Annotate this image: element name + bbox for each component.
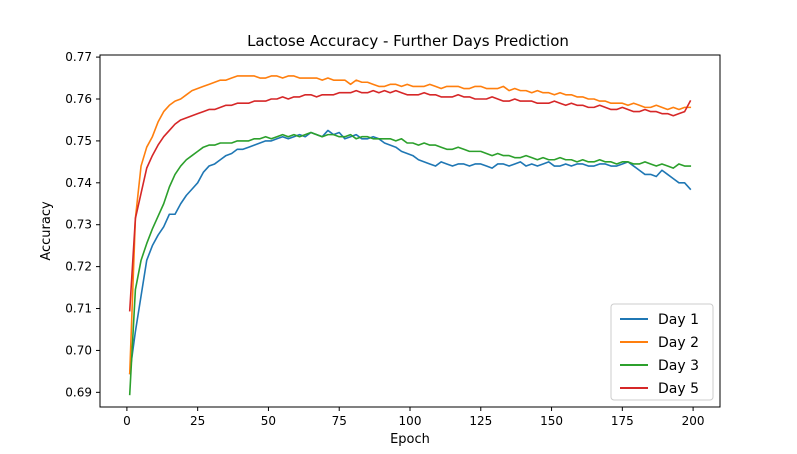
x-axis: 0 25 50 75 100 125 150 175 200 [123,407,705,428]
plot-area [128,75,692,396]
y-axis-label: Accuracy [39,201,54,261]
y-tick-label: 0.76 [65,92,92,106]
y-axis: 0.69 0.70 0.71 0.72 0.73 0.74 0.75 0.76 0.77 [65,50,100,399]
legend-box [610,303,714,401]
series-line-day-3 [128,131,692,396]
x-tick-label: 175 [611,414,634,428]
x-tick-label: 0 [123,414,131,428]
x-tick-label: 100 [399,414,422,428]
y-tick-label: 0.72 [65,260,92,274]
series-line-day-2 [128,75,692,375]
x-tick-label: 75 [332,414,347,428]
y-tick-label: 0.77 [65,50,92,64]
y-tick-label: 0.75 [65,134,92,148]
series-line-day-1 [128,129,692,375]
legend-label: Day 5 [658,381,699,397]
x-tick-label: 200 [682,414,705,428]
y-tick-label: 0.70 [65,343,92,357]
legend-label: Day 2 [658,335,699,351]
y-tick-label: 0.69 [65,385,92,399]
x-tick-label: 25 [190,414,205,428]
x-tick-label: 125 [469,414,492,428]
legend: Day 1 Day 2 Day 3 Day 5 [610,303,714,401]
y-tick-label: 0.73 [65,218,92,232]
x-axis-label: Epoch [390,432,430,447]
y-tick-label: 0.74 [65,176,92,190]
y-tick-label: 0.71 [65,302,92,316]
series-line-day-5 [128,89,692,312]
legend-label: Day 3 [658,358,699,374]
x-tick-label: 50 [261,414,276,428]
legend-label: Day 1 [658,312,699,328]
x-tick-label: 150 [540,414,563,428]
chart-title: Lactose Accuracy - Further Days Predicti… [247,32,569,50]
